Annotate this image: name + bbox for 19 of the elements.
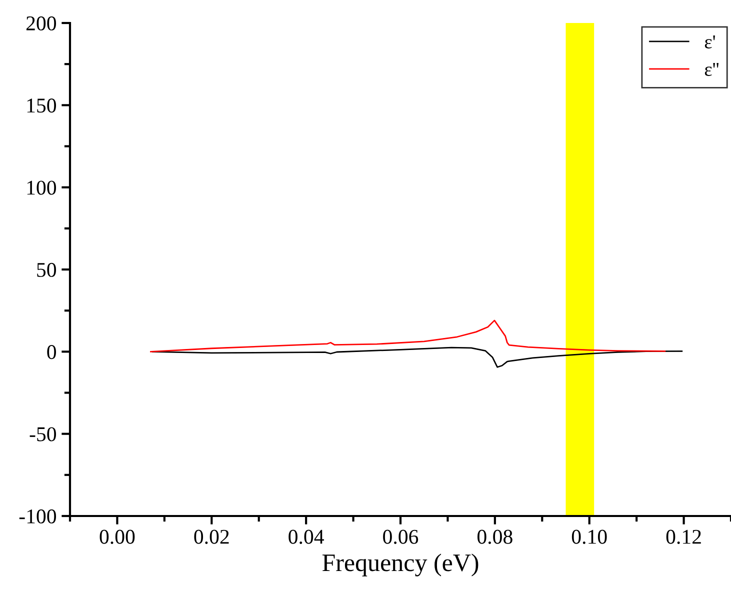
x-tick-label: 0.00 bbox=[100, 530, 135, 544]
legend-label: ε'' bbox=[704, 63, 719, 76]
x-tick-label: 0.06 bbox=[383, 530, 418, 544]
x-tick-label: 0.12 bbox=[666, 530, 701, 544]
y-tick-label: 50 bbox=[37, 262, 56, 277]
line-series bbox=[152, 346, 683, 368]
legend-label: ε' bbox=[704, 36, 716, 48]
x-tick-label: 0.08 bbox=[477, 530, 512, 544]
y-tick-label: 100 bbox=[27, 180, 56, 195]
y-tick-label: 0 bbox=[47, 345, 56, 360]
y-tick-label: -50 bbox=[30, 427, 56, 442]
x-tick-label: 0.04 bbox=[288, 530, 324, 544]
x-tick-label: 0.02 bbox=[194, 530, 229, 544]
line-series bbox=[150, 320, 666, 352]
x-axis-title: Frequency (eV) bbox=[322, 554, 478, 576]
y-tick-label: 150 bbox=[27, 98, 56, 113]
y-tick-label: -100 bbox=[19, 509, 56, 524]
x-tick-label: 0.10 bbox=[572, 530, 607, 544]
y-tick-label: 200 bbox=[26, 16, 56, 30]
